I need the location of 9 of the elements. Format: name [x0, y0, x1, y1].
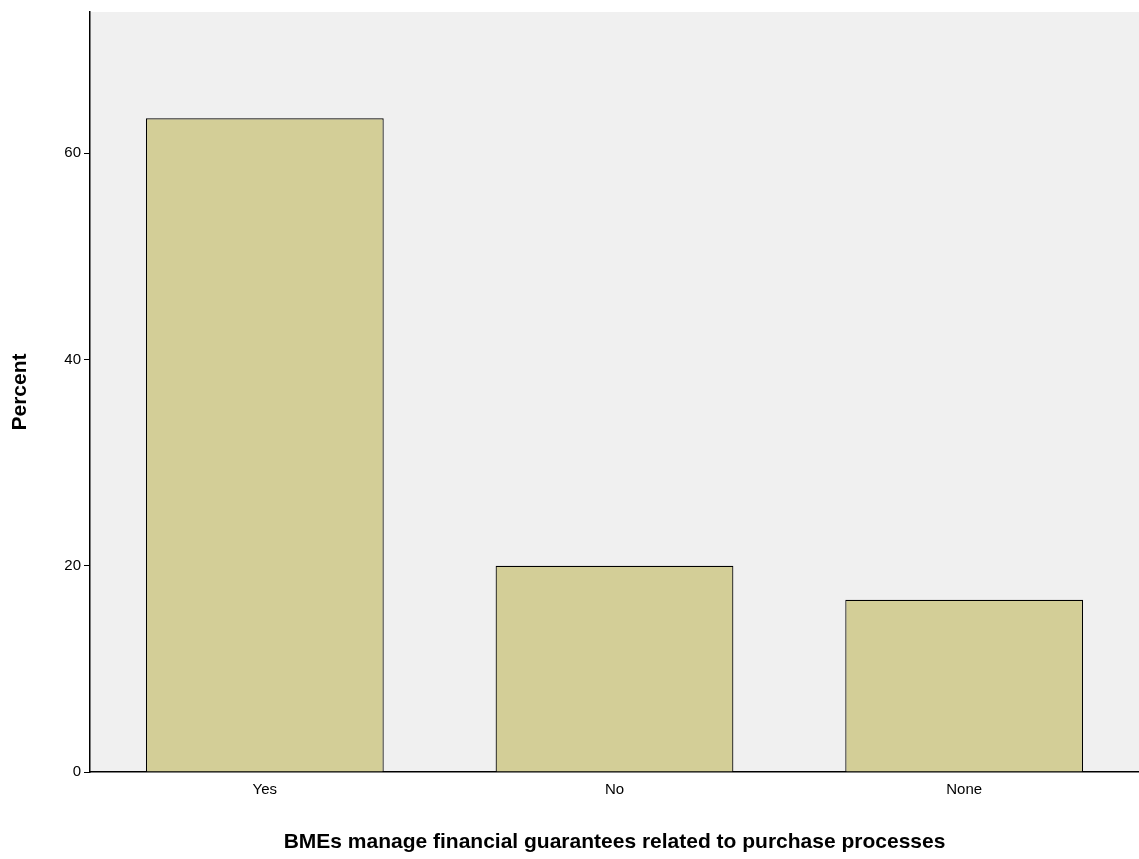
x-tick-label: No — [604, 780, 625, 798]
y-tick-label: 60 — [64, 143, 81, 161]
y-tick-label: 0 — [72, 762, 81, 780]
y-axis-title: Percent — [7, 353, 31, 431]
x-tick-label: None — [946, 780, 983, 798]
y-tick-label: 40 — [64, 349, 81, 367]
x-tick-label: Yes — [252, 780, 278, 798]
x-axis-title: BMEs manage financial guarantees related to purchase processes — [283, 829, 946, 853]
y-tick-label: 20 — [64, 555, 81, 573]
